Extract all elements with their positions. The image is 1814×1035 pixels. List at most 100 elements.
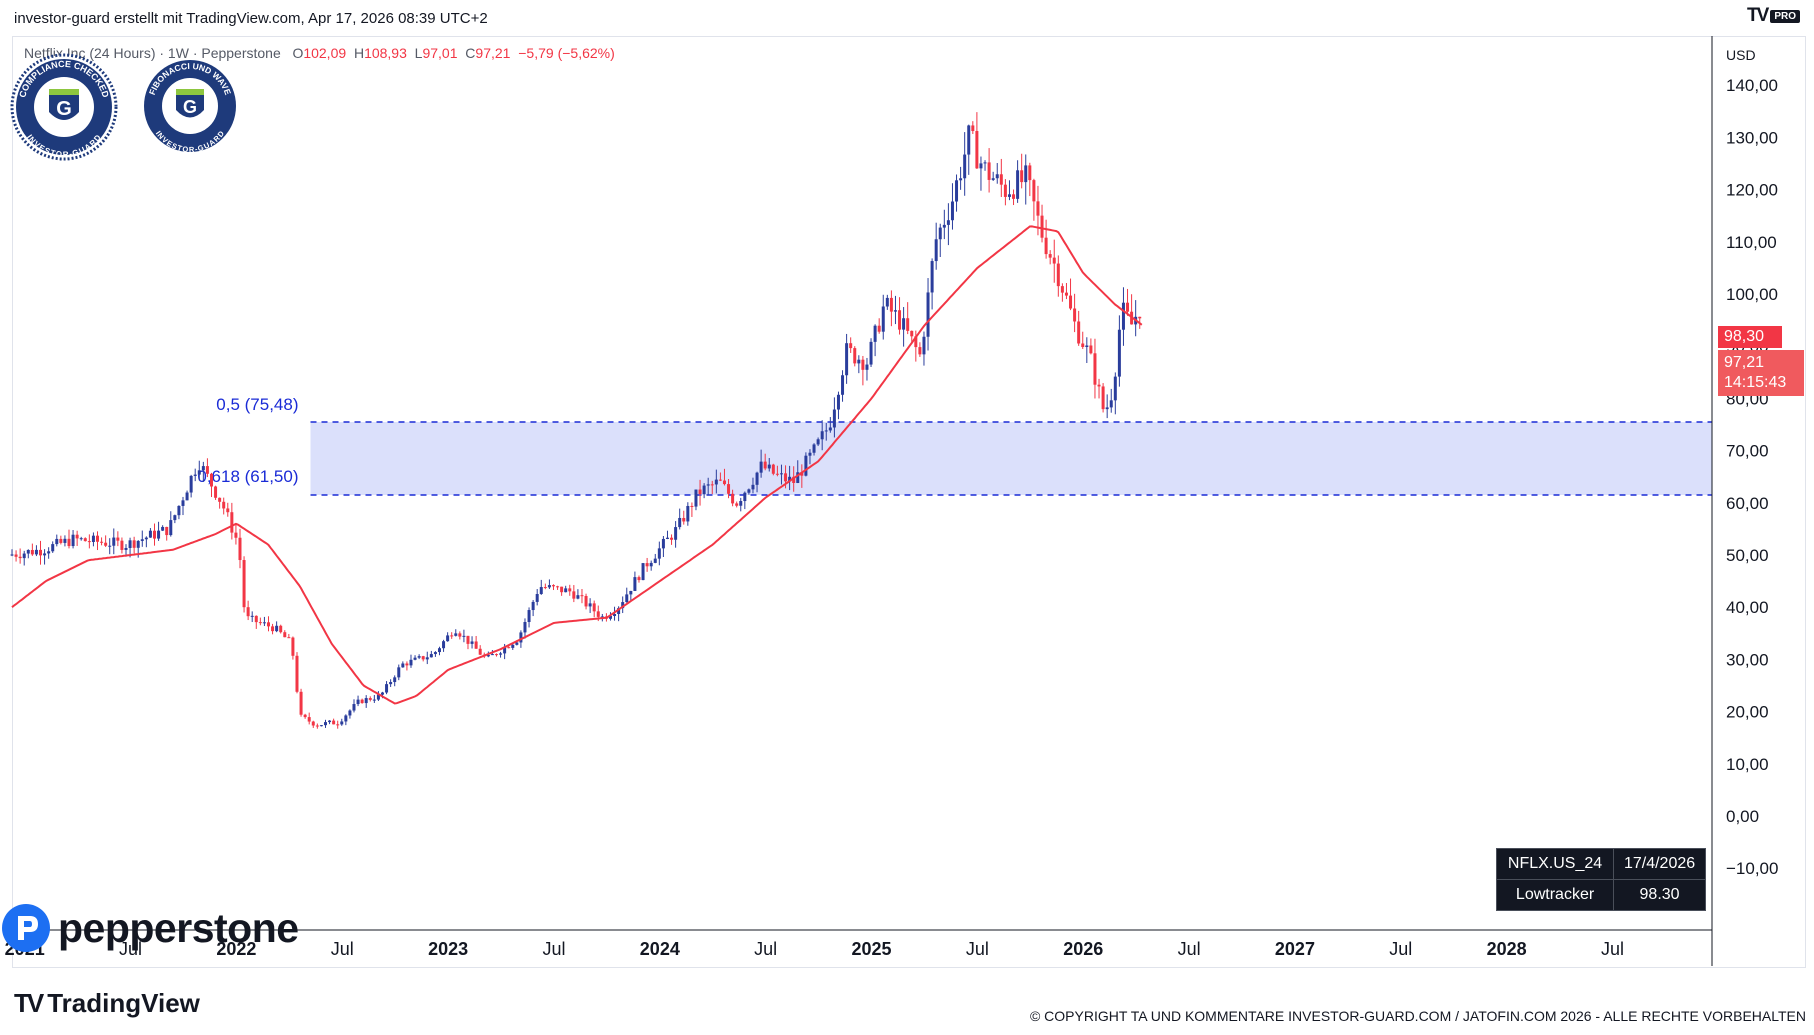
open-label: O: [292, 45, 304, 61]
candle-body: [1032, 180, 1036, 202]
candle: [633, 571, 637, 592]
candle-body: [437, 648, 441, 653]
candle: [975, 112, 979, 169]
candle: [1097, 378, 1101, 399]
candle-body: [702, 485, 706, 495]
candle-body: [340, 721, 344, 725]
last-price-value: 98,30: [1724, 328, 1765, 345]
candle-body: [425, 657, 429, 660]
candle-body: [181, 500, 185, 506]
candle-body: [556, 586, 560, 588]
candle: [201, 461, 205, 482]
candle: [751, 477, 755, 494]
candle-body: [100, 541, 104, 543]
candle-body: [230, 512, 234, 533]
candle-body: [910, 330, 914, 337]
candle: [824, 423, 828, 441]
candle: [466, 635, 470, 650]
candle-body: [234, 532, 238, 538]
candle: [446, 632, 450, 642]
candle-body: [238, 537, 242, 561]
candle-body: [433, 652, 437, 655]
candle-body: [893, 310, 897, 312]
candle: [124, 544, 128, 557]
candle-body: [983, 162, 987, 164]
candle: [881, 294, 885, 340]
candle: [535, 589, 539, 606]
candle: [568, 584, 572, 596]
candle-body: [108, 545, 112, 547]
candle: [356, 695, 360, 707]
pepperstone-wordmark: pepperstone: [58, 904, 299, 951]
pepperstone-logo: pepperstone: [0, 902, 299, 954]
candle: [1121, 287, 1125, 346]
candle-body: [588, 603, 592, 607]
candle-body: [165, 526, 169, 536]
candle: [173, 514, 177, 524]
candle: [625, 587, 629, 603]
candle-body: [881, 306, 885, 332]
candle: [214, 485, 218, 500]
candle: [1040, 204, 1044, 243]
candle-body: [519, 632, 523, 643]
candle-body: [674, 527, 678, 540]
y-tick-label: 130,00: [1726, 128, 1778, 147]
candle-body: [356, 699, 360, 705]
candle: [157, 521, 161, 541]
symbol-title: Netflix Inc (24 Hours) · 1W · Pepperston…: [24, 45, 281, 61]
candle-body: [283, 632, 287, 638]
candle-body: [963, 154, 967, 179]
candle-body: [55, 538, 59, 545]
y-tick-label: 30,00: [1726, 650, 1769, 669]
candle: [1069, 278, 1073, 311]
candle: [291, 636, 295, 660]
candle: [181, 496, 185, 516]
x-tick-label: Jul: [1601, 939, 1624, 959]
candle-body: [1138, 316, 1142, 319]
candle-body: [551, 585, 555, 587]
tradingview-mark-icon: TV: [14, 988, 44, 1018]
candle: [722, 468, 726, 486]
candle-body: [942, 224, 946, 228]
candle-body: [254, 615, 258, 623]
candle: [551, 584, 555, 591]
x-tick-label: Jul: [119, 939, 142, 959]
countdown-value: 14:15:43: [1724, 374, 1787, 391]
candle: [197, 460, 201, 481]
y-tick-label: 10,00: [1726, 755, 1769, 774]
candle: [588, 598, 592, 613]
candle: [258, 617, 262, 626]
table-symbol: NFLX.US_24: [1495, 848, 1615, 880]
candle: [323, 719, 327, 728]
candle: [767, 458, 771, 472]
candle-body: [629, 590, 633, 595]
candle: [429, 650, 433, 658]
candle-body: [1028, 165, 1032, 181]
candle-body: [999, 174, 1003, 185]
shield-g-icon: G: [49, 89, 79, 120]
candle: [470, 636, 474, 649]
symbol-legend[interactable]: Netflix Inc (24 Hours) · 1W · Pepperston…: [24, 45, 615, 61]
candle: [665, 530, 669, 540]
candle: [1073, 293, 1077, 333]
pepperstone-p-icon: [2, 904, 50, 952]
candle-body: [91, 535, 95, 542]
candle: [779, 464, 783, 485]
candle-body: [1016, 170, 1020, 199]
candle-body: [271, 626, 275, 632]
candle: [494, 653, 498, 657]
candle: [59, 535, 63, 545]
candle-body: [43, 553, 47, 556]
candle-body: [385, 684, 389, 693]
candle-body: [1044, 237, 1048, 255]
last-price-tag: 98,30: [1718, 326, 1782, 348]
candle: [564, 585, 568, 593]
candle-body: [503, 647, 507, 654]
candle-body: [197, 470, 201, 475]
candle-body: [291, 637, 295, 656]
candle: [437, 646, 441, 656]
candle: [747, 488, 751, 495]
candle-body: [152, 530, 156, 539]
candle-body: [51, 544, 55, 552]
candle-body: [1036, 201, 1040, 216]
